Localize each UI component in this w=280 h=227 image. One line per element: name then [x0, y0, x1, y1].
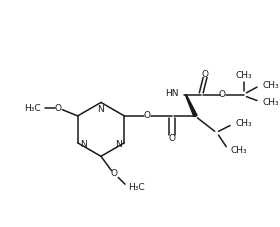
Text: O: O	[202, 70, 209, 79]
Text: CH₃: CH₃	[263, 98, 279, 107]
Text: N: N	[115, 140, 122, 149]
Text: HN: HN	[165, 89, 178, 98]
Text: O: O	[169, 134, 176, 143]
Text: CH₃: CH₃	[230, 146, 247, 155]
Text: CH₃: CH₃	[235, 71, 252, 80]
Polygon shape	[185, 95, 197, 116]
Text: H₃C: H₃C	[24, 104, 41, 113]
Text: N: N	[80, 140, 87, 149]
Text: H₃C: H₃C	[128, 183, 144, 192]
Text: O: O	[144, 111, 151, 120]
Text: CH₃: CH₃	[263, 81, 279, 90]
Text: N: N	[98, 105, 104, 114]
Text: O: O	[111, 169, 118, 178]
Text: O: O	[219, 90, 226, 99]
Text: CH₃: CH₃	[236, 119, 253, 128]
Text: O: O	[55, 104, 62, 113]
